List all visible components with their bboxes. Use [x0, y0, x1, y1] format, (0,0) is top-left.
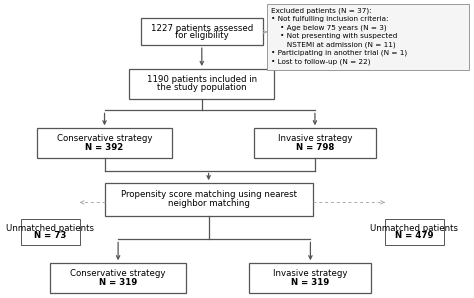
Text: N = 798: N = 798 [296, 143, 334, 152]
Text: Invasive strategy: Invasive strategy [278, 134, 352, 143]
FancyBboxPatch shape [385, 219, 444, 245]
FancyBboxPatch shape [21, 219, 80, 245]
Text: Conservative strategy: Conservative strategy [57, 134, 152, 143]
FancyBboxPatch shape [141, 18, 263, 45]
Text: N = 319: N = 319 [99, 278, 137, 287]
FancyBboxPatch shape [249, 263, 372, 293]
Text: Invasive strategy: Invasive strategy [273, 269, 347, 278]
Text: N = 319: N = 319 [292, 278, 329, 287]
Text: 1227 patients assessed: 1227 patients assessed [151, 24, 253, 32]
Text: N = 479: N = 479 [395, 231, 434, 240]
FancyBboxPatch shape [129, 69, 274, 99]
Text: 1190 patients included in: 1190 patients included in [147, 75, 257, 84]
Text: the study population: the study population [157, 83, 246, 92]
Text: N = 73: N = 73 [34, 231, 66, 240]
FancyBboxPatch shape [254, 128, 376, 158]
Text: neighbor matching: neighbor matching [168, 199, 249, 209]
Text: Excluded patients (N = 37):
• Not fulfulling inclusion criteria:
    • Age below: Excluded patients (N = 37): • Not fulful… [271, 7, 407, 65]
Text: Propensity score matching using nearest: Propensity score matching using nearest [120, 190, 297, 199]
Text: Unmatched patients: Unmatched patients [371, 224, 458, 233]
Text: for eligibility: for eligibility [175, 31, 228, 40]
Text: Unmatched patients: Unmatched patients [6, 224, 94, 233]
FancyBboxPatch shape [267, 4, 469, 70]
FancyBboxPatch shape [105, 183, 313, 216]
Text: N = 392: N = 392 [85, 143, 124, 152]
FancyBboxPatch shape [50, 263, 186, 293]
FancyBboxPatch shape [36, 128, 173, 158]
Text: Conservative strategy: Conservative strategy [70, 269, 166, 278]
